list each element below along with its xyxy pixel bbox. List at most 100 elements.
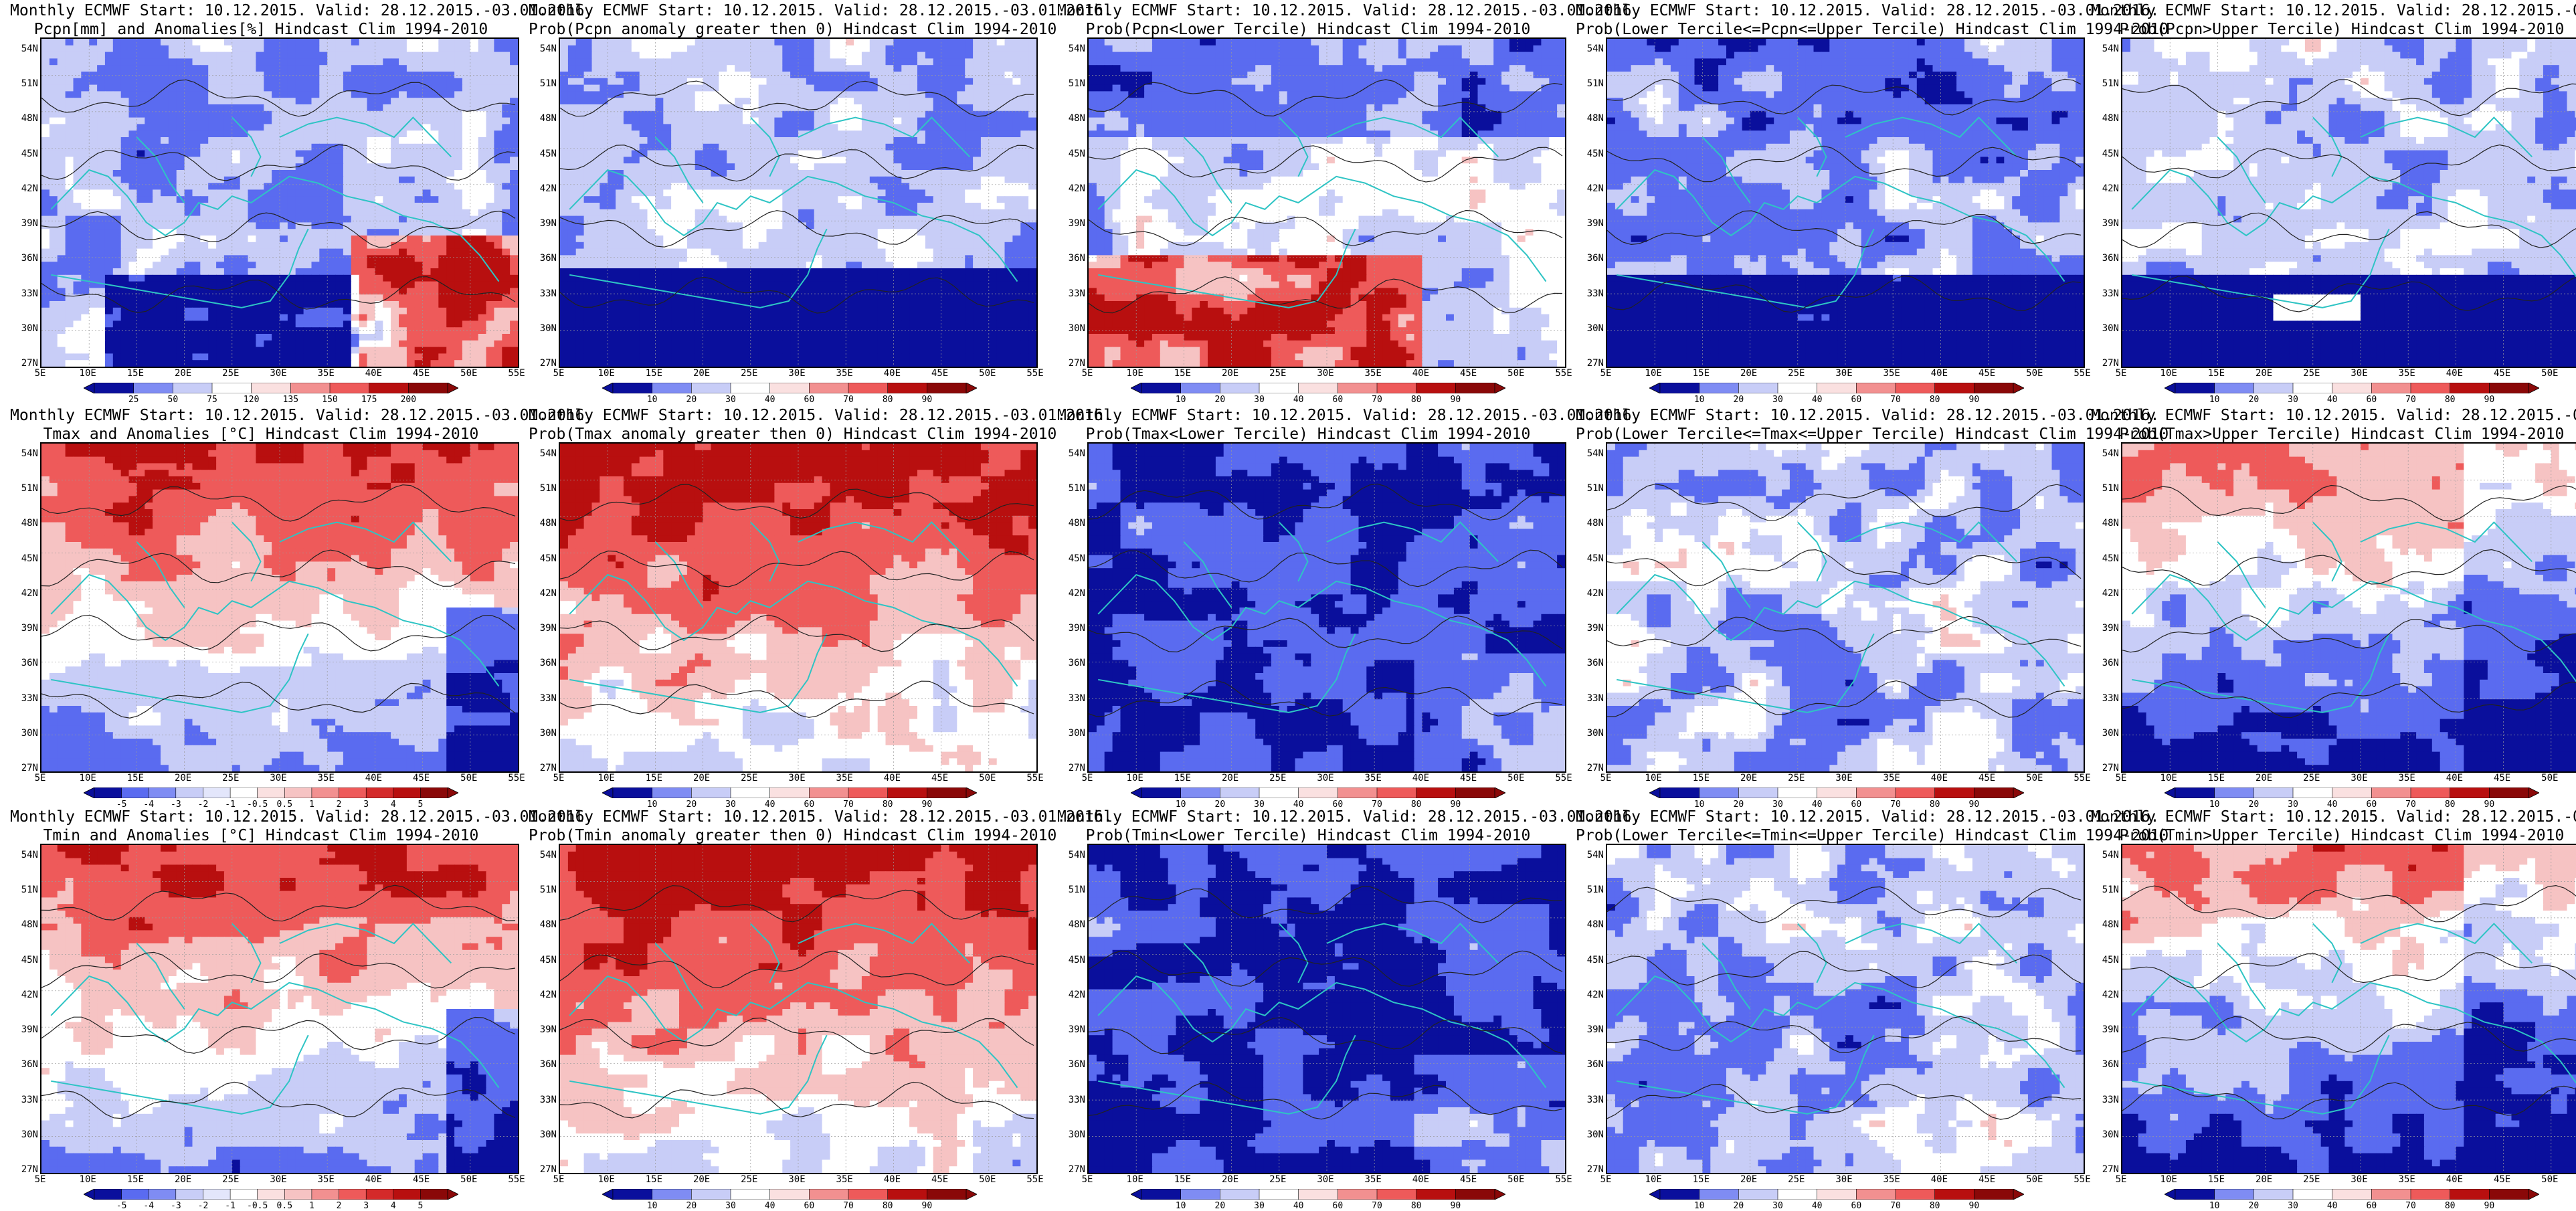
- lat-tick-label: 30N: [1576, 729, 1604, 738]
- colorbar-tick-label: -0.5: [247, 1201, 268, 1211]
- lon-tick-label: 55E: [1555, 773, 1572, 783]
- panel-title: Monthly ECMWF Start: 10.12.2015. Valid: …: [529, 808, 1030, 845]
- lat-tick-label: 45N: [529, 149, 557, 159]
- lat-tick-label: 54N: [10, 449, 38, 458]
- colorbar-tick-label: -2: [198, 1201, 209, 1211]
- lon-tick-label: 10E: [2160, 368, 2177, 379]
- lon-tick-label: 55E: [508, 773, 525, 783]
- lon-tick-label: 35E: [1365, 368, 1382, 379]
- colorbar: [84, 1189, 458, 1200]
- colorbar-tick-label: 70: [1372, 1201, 1382, 1211]
- lon-tick-label: 25E: [741, 368, 757, 379]
- colorbar-tick-label: 10: [1176, 395, 1186, 405]
- panel-title-line2: Prob(Tmax<Lower Tercile) Hindcast Clim 1…: [1057, 425, 1559, 444]
- colorbar-tick-label: 80: [1930, 395, 1940, 405]
- lon-tick-label: 25E: [2303, 368, 2320, 379]
- lat-tick-label: 48N: [529, 114, 557, 123]
- lon-tick-label: 55E: [1026, 1174, 1043, 1185]
- lon-tick-label: 15E: [646, 773, 662, 783]
- lon-tick-label: 5E: [553, 368, 565, 379]
- lat-tick-label: 36N: [529, 254, 557, 263]
- lat-tick-label: 45N: [529, 554, 557, 563]
- panel-title: Monthly ECMWF Start: 10.12.2015. Valid: …: [10, 1, 512, 39]
- panel-title-line1: Monthly ECMWF Start: 10.12.2015. Valid: …: [10, 406, 512, 425]
- lat-tick-label: 45N: [529, 955, 557, 965]
- map-plot: [2121, 844, 2576, 1174]
- lon-tick-label: 40E: [884, 368, 901, 379]
- colorbar-tick-label: 10: [2209, 1201, 2220, 1211]
- colorbar-tick-label: 75: [207, 395, 217, 405]
- lon-tick-label: 10E: [1645, 1174, 1662, 1185]
- panel-title: Monthly ECMWF Start: 10.12.2015. Valid: …: [2091, 406, 2576, 444]
- lat-tick-label: 48N: [10, 114, 38, 123]
- lon-tick-label: 20E: [1740, 1174, 1757, 1185]
- panel-title-line1: Monthly ECMWF Start: 10.12.2015. Valid: …: [1057, 808, 1559, 826]
- lon-tick-label: 40E: [365, 1174, 382, 1185]
- colorbar-tick-label: 175: [361, 395, 377, 405]
- lon-tick-label: 45E: [1460, 368, 1477, 379]
- lat-tick-label: 54N: [529, 44, 557, 54]
- panel-title-line2: Prob(Tmax>Upper Tercile) Hindcast Clim 1…: [2091, 425, 2576, 444]
- colorbar-tick-label: 80: [1411, 395, 1422, 405]
- lon-tick-label: 35E: [836, 368, 853, 379]
- colorbar-tick-label: 70: [843, 395, 854, 405]
- lon-tick-label: 45E: [413, 1174, 430, 1185]
- lat-tick-label: 42N: [1576, 990, 1604, 1000]
- lat-tick-label: 27N: [1057, 359, 1085, 368]
- lat-tick-label: 42N: [2091, 990, 2119, 1000]
- lon-tick-label: 40E: [1412, 368, 1429, 379]
- map-plot: [40, 37, 519, 368]
- lat-tick-label: 33N: [2091, 1095, 2119, 1105]
- lon-tick-label: 15E: [2208, 368, 2225, 379]
- panel-title-line1: Monthly ECMWF Start: 10.12.2015. Valid: …: [1576, 1, 2078, 20]
- lon-tick-label: 35E: [836, 773, 853, 783]
- colorbar-tick-label: 70: [1890, 395, 1901, 405]
- colorbar-tick-label: 70: [2405, 395, 2416, 405]
- panel-title: Monthly ECMWF Start: 10.12.2015. Valid: …: [1057, 808, 1559, 845]
- lon-tick-label: 55E: [1555, 1174, 1572, 1185]
- map-plot: [2121, 37, 2576, 368]
- lat-tick-label: 39N: [1576, 219, 1604, 228]
- lat-tick-label: 27N: [1057, 1165, 1085, 1174]
- lon-tick-label: 20E: [693, 773, 710, 783]
- lat-tick-label: 54N: [1576, 850, 1604, 860]
- panel-title-line2: Prob(Lower Tercile<=Tmin<=Upper Tercile)…: [1576, 826, 2078, 845]
- forecast-panel-pcpn-2: Monthly ECMWF Start: 10.12.2015. Valid: …: [529, 0, 1030, 395]
- panel-title-line1: Monthly ECMWF Start: 10.12.2015. Valid: …: [1576, 406, 2078, 425]
- lon-tick-label: 45E: [1979, 1174, 1995, 1185]
- lat-tick-label: 48N: [1576, 920, 1604, 929]
- lon-tick-label: 40E: [1412, 773, 1429, 783]
- lat-tick-label: 33N: [10, 694, 38, 703]
- colorbar-tick-label: 90: [1969, 395, 1980, 405]
- lat-tick-label: 51N: [10, 484, 38, 493]
- lat-tick-label: 27N: [529, 359, 557, 368]
- colorbar-tick-label: 90: [2484, 395, 2495, 405]
- lat-tick-label: 45N: [2091, 554, 2119, 563]
- lon-tick-label: 50E: [2541, 368, 2558, 379]
- lat-tick-label: 39N: [1057, 624, 1085, 633]
- lat-tick-label: 51N: [1576, 484, 1604, 493]
- lon-tick-label: 5E: [1600, 368, 1612, 379]
- lon-tick-label: 40E: [1931, 1174, 1948, 1185]
- colorbar-tick-label: -3: [171, 1201, 181, 1211]
- lon-tick-label: 45E: [1460, 773, 1477, 783]
- lon-tick-label: 35E: [1365, 1174, 1382, 1185]
- colorbar-tick-label: 30: [1254, 395, 1265, 405]
- lon-tick-label: 10E: [80, 1174, 96, 1185]
- colorbar-tick-label: 200: [401, 395, 416, 405]
- colorbar-tick-label: 80: [1930, 1201, 1940, 1211]
- lon-tick-label: 35E: [1883, 773, 1900, 783]
- lat-tick-label: 36N: [1576, 1060, 1604, 1069]
- lon-tick-label: 40E: [2446, 368, 2463, 379]
- colorbar-tick-label: 90: [1451, 1201, 1461, 1211]
- lat-tick-label: 54N: [529, 449, 557, 458]
- lon-tick-label: 35E: [2399, 773, 2415, 783]
- lon-tick-label: 5E: [35, 773, 46, 783]
- lon-tick-label: 40E: [365, 773, 382, 783]
- colorbar-tick-label: 30: [2288, 1201, 2298, 1211]
- colorbar-tick-label: 20: [2249, 395, 2260, 405]
- colorbar-tick-label: 20: [1215, 395, 1226, 405]
- lon-tick-label: 15E: [2208, 1174, 2225, 1185]
- lat-tick-label: 39N: [529, 624, 557, 633]
- colorbar-tick-label: 20: [2249, 1201, 2260, 1211]
